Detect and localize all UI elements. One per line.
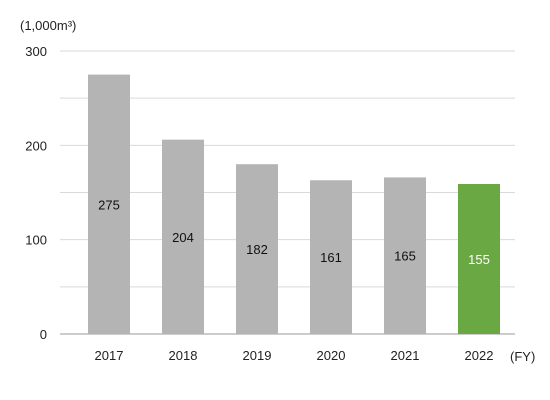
y-tick-label: 0 (40, 327, 47, 342)
x-tick-label: 2017 (95, 348, 124, 363)
y-tick-label: 200 (25, 138, 47, 153)
bar-2017 (88, 74, 130, 334)
gridlines (60, 50, 515, 335)
bar-2018 (162, 139, 204, 334)
data-label: 165 (394, 249, 416, 264)
x-tick-label: 2018 (169, 348, 198, 363)
x-tick-label: 2019 (243, 348, 272, 363)
data-label: 204 (172, 230, 194, 245)
data-label: 275 (98, 197, 120, 212)
bar-2022 (458, 184, 500, 334)
x-tick-label: 2020 (317, 348, 346, 363)
bar-2021 (384, 177, 426, 334)
data-label: 161 (320, 250, 342, 265)
y-tick-label: 100 (25, 233, 47, 248)
data-label: 182 (246, 242, 268, 257)
x-tick-label: 2021 (391, 348, 420, 363)
y-axis-ticks: 0 100 200 300 (25, 44, 47, 342)
data-labels: 275 204 182 161 165 155 (98, 197, 490, 267)
y-tick-label: 300 (25, 44, 47, 59)
x-unit-label: (FY) (510, 349, 535, 364)
x-tick-label: 2022 (465, 348, 494, 363)
bar-2019 (236, 164, 278, 334)
bars (88, 74, 500, 334)
data-label: 155 (468, 252, 490, 267)
y-unit-label: (1,000m³) (20, 18, 76, 33)
bar-2020 (310, 180, 352, 334)
x-axis-ticks: 2017 2018 2019 2020 2021 2022 (95, 348, 494, 363)
